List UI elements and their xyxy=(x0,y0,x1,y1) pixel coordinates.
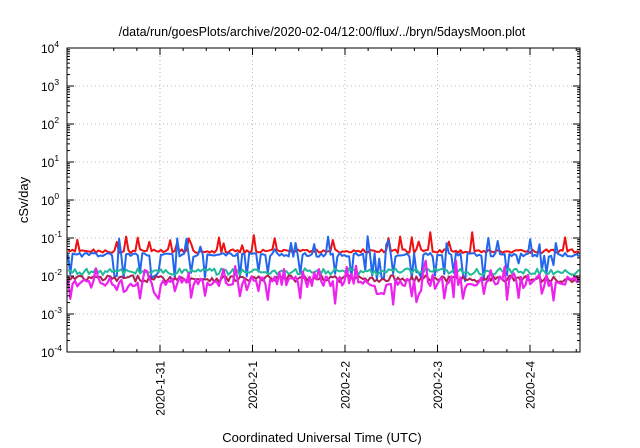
series-line xyxy=(66,259,580,306)
series-layer xyxy=(66,231,580,306)
series-line xyxy=(67,274,580,284)
y-tick-label: 103 xyxy=(41,77,59,94)
y-axis: 10-4 10-3 10-2 10-1 100 101 102 103 104 xyxy=(41,39,580,360)
y-tick-label: 10-4 xyxy=(41,343,62,360)
y-axis-label: cSv/day xyxy=(16,176,31,223)
y-tick-label: 101 xyxy=(41,153,59,170)
x-tick-label: 2020-2-2 xyxy=(339,361,353,409)
x-tick-label: 2020-1-31 xyxy=(154,361,168,416)
series-line xyxy=(67,235,580,283)
y-tick-label: 10-2 xyxy=(41,267,62,284)
chart-title: /data/run/goesPlots/archive/2020-02-04/1… xyxy=(119,25,526,39)
y-tick-label: 10-3 xyxy=(41,305,62,322)
x-axis-label: Coordinated Universal Time (UTC) xyxy=(222,430,421,445)
y-tick-label: 10-1 xyxy=(41,229,62,246)
grid xyxy=(67,48,580,352)
x-axis: 2020-1-31 2020-2-1 2020-2-2 2020-2-3 2020-2-… xyxy=(113,48,577,416)
x-tick-label: 2020-2-3 xyxy=(431,361,445,409)
x-tick-label: 2020-2-4 xyxy=(524,361,538,409)
series-line xyxy=(67,267,580,277)
y-tick-label: 100 xyxy=(41,191,59,208)
y-tick-label: 104 xyxy=(41,39,59,56)
y-tick-label: 102 xyxy=(41,115,59,132)
series-line xyxy=(67,231,580,255)
x-tick-label: 2020-2-1 xyxy=(246,361,260,409)
